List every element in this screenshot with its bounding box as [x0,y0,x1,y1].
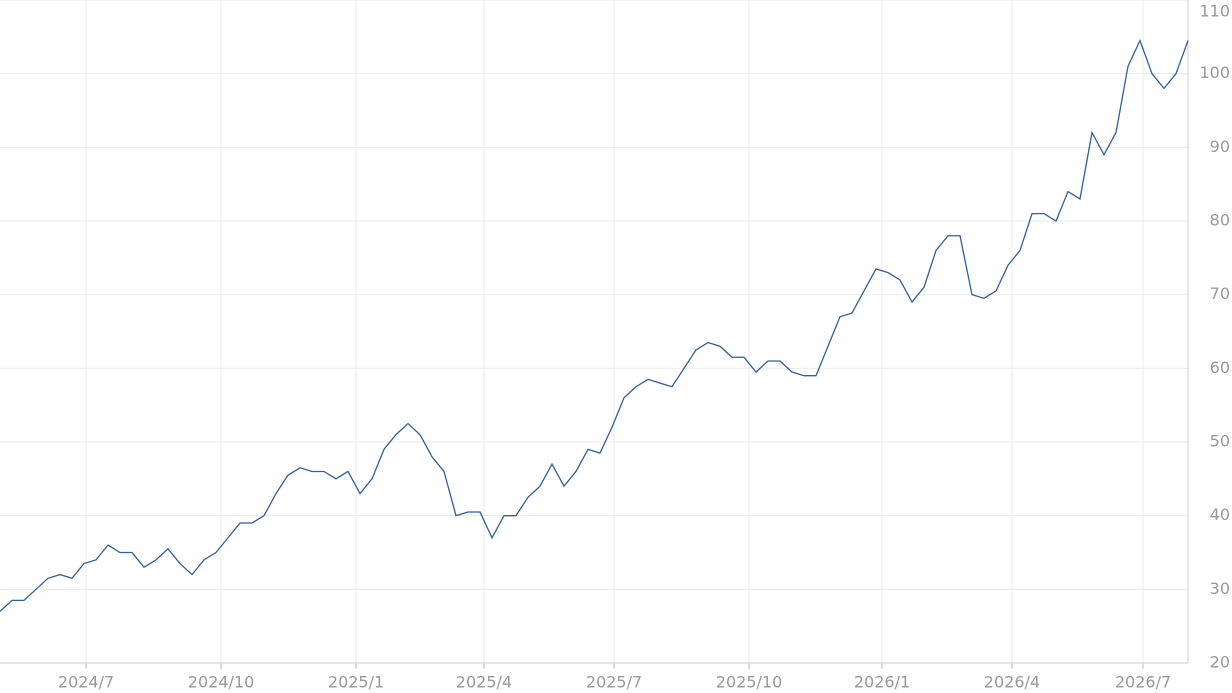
y-tick-label: 100 [1199,63,1230,82]
y-tick-label: 50 [1210,432,1230,451]
price-line [0,38,1189,612]
x-tick-label: 2024/7 [58,673,114,692]
x-tick-label: 2025/7 [586,673,642,692]
x-tick-label: 2024/10 [188,673,254,692]
x-tick-label: 2025/1 [328,673,384,692]
y-tick-label: 110 [1199,2,1230,21]
y-tick-label: 40 [1210,505,1230,524]
y-tick-label: 30 [1210,579,1230,598]
y-tick-label: 70 [1210,284,1230,303]
y-tick-label: 80 [1210,211,1230,230]
y-tick-label: 90 [1210,137,1230,156]
y-tick-label: 60 [1210,358,1230,377]
x-tick-label: 2026/1 [854,673,910,692]
x-tick-label: 2026/7 [1115,673,1171,692]
y-tick-label: 20 [1210,653,1230,672]
x-tick-label: 2025/4 [456,673,512,692]
x-tick-label: 2025/10 [716,673,782,692]
x-tick-label: 2026/4 [984,673,1040,692]
